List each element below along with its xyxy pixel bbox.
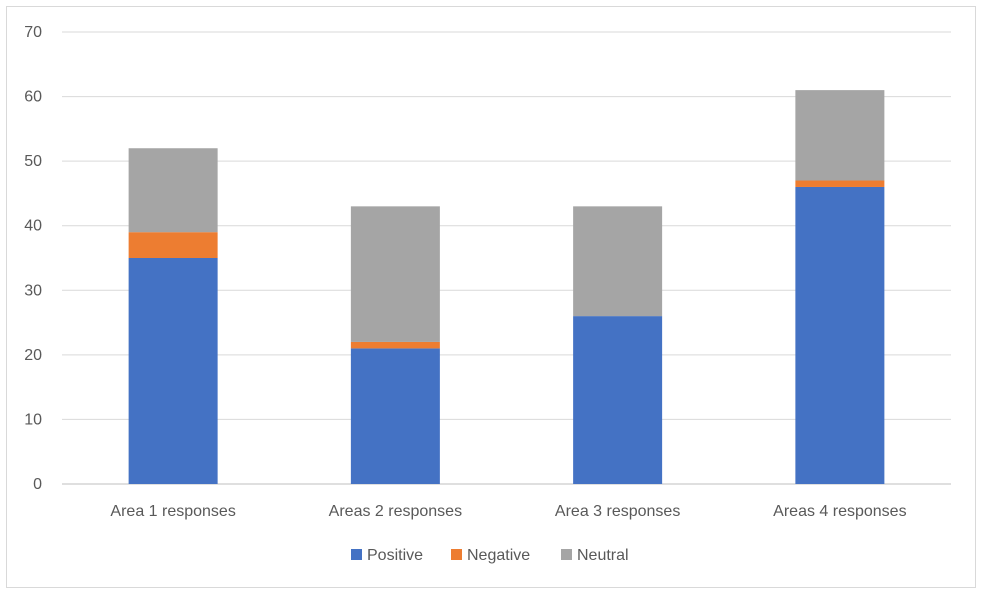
bars xyxy=(128,90,885,484)
x-tick-label: Areas 4 responses xyxy=(773,503,906,520)
bar-positive-2 xyxy=(350,348,440,484)
legend-swatch-positive xyxy=(351,549,362,560)
bar-positive-1 xyxy=(128,258,218,484)
legend-label-negative: Negative xyxy=(467,547,530,564)
bar-neutral-4 xyxy=(795,90,885,181)
y-tick-label: 0 xyxy=(33,476,42,493)
y-axis-tick-labels: 0 10 20 30 40 50 60 70 xyxy=(24,24,42,493)
x-axis-tick-labels: Area 1 responses Areas 2 responses Area 3 … xyxy=(110,503,906,520)
y-tick-label: 40 xyxy=(24,218,42,235)
legend-label-positive: Positive xyxy=(367,547,423,564)
y-tick-label: 60 xyxy=(24,89,42,106)
y-tick-label: 50 xyxy=(24,153,42,170)
x-tick-label: Areas 2 responses xyxy=(329,503,462,520)
legend-swatch-negative xyxy=(451,549,462,560)
legend: Positive Negative Neutral xyxy=(351,547,629,564)
legend-swatch-neutral xyxy=(561,549,572,560)
bar-negative-1 xyxy=(128,232,218,258)
bar-neutral-3 xyxy=(573,206,663,317)
x-tick-label: Area 3 responses xyxy=(555,503,680,520)
bar-negative-2 xyxy=(350,341,440,349)
legend-label-neutral: Neutral xyxy=(577,547,629,564)
bar-neutral-2 xyxy=(350,206,440,342)
y-tick-label: 10 xyxy=(24,411,42,428)
y-tick-label: 20 xyxy=(24,347,42,364)
bar-positive-4 xyxy=(795,186,885,484)
x-tick-label: Area 1 responses xyxy=(110,503,235,520)
bar-negative-4 xyxy=(795,180,885,187)
bar-neutral-1 xyxy=(128,148,218,233)
bar-positive-3 xyxy=(573,316,663,484)
y-tick-label: 30 xyxy=(24,282,42,299)
y-tick-label: 70 xyxy=(24,24,42,41)
